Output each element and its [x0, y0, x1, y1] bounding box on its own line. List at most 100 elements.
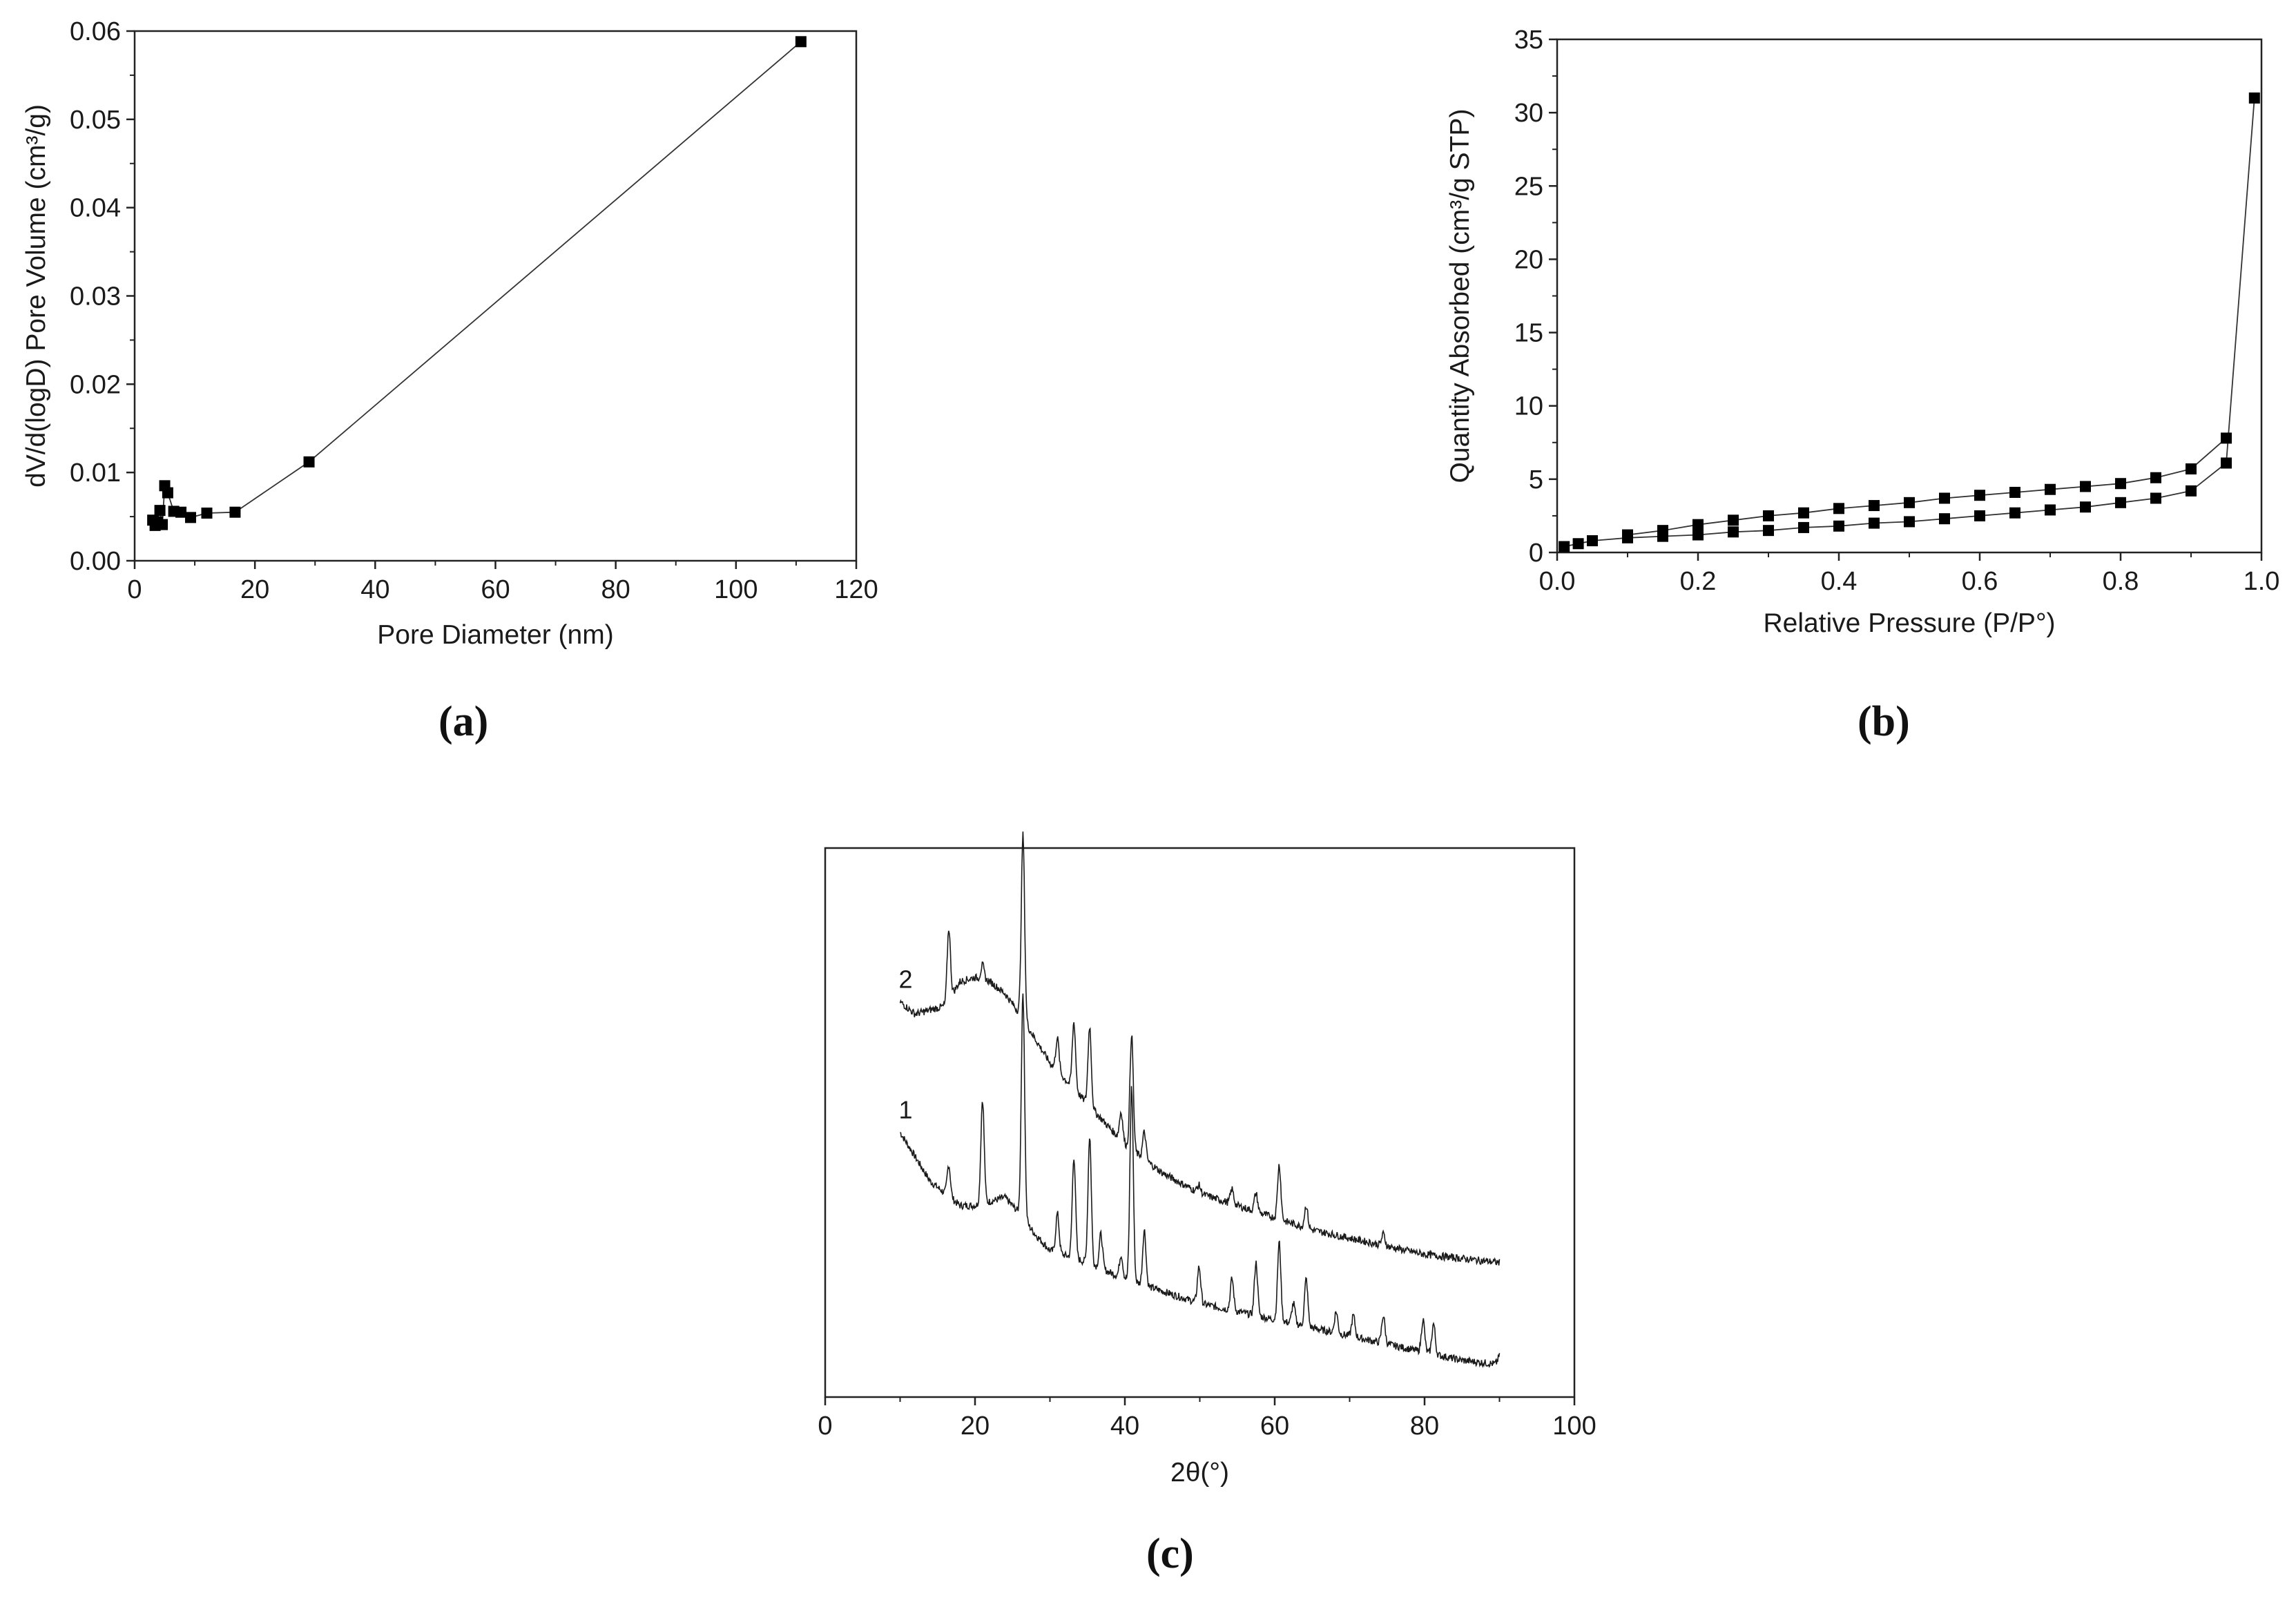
x-tick-label-a: 40 — [360, 575, 389, 604]
data-point-b-1 — [2186, 485, 2197, 497]
chart-a-svg: 0 20 40 60 80 100 120 0.00 0.01 0.02 0.03 0.04 0.05 0… — [21, 17, 878, 650]
data-point-b-2 — [2045, 483, 2056, 495]
data-point-b-2 — [1798, 507, 1809, 519]
plot-frame-c — [824, 847, 1576, 1398]
data-point-b-1 — [1728, 526, 1739, 538]
chart-b-svg: 0.0 0.2 0.4 0.6 0.8 1.0 0 5 10 15 20 25 30 35 Relative… — [1445, 26, 2280, 638]
x-tick-label-c: 100 — [1552, 1412, 1596, 1441]
x-tick-label-b: 0.0 — [1539, 567, 1576, 596]
y-axis-label-a: dV/d(logD) Pore Volume (cm³/g) — [21, 104, 51, 488]
caption-c: (c) — [1146, 1530, 1194, 1577]
data-point-b-1 — [2150, 492, 2161, 504]
y-tick-label-a: 0.00 — [70, 547, 121, 576]
data-point-b-2 — [2186, 463, 2197, 474]
y-tick-label-b: 20 — [1514, 245, 1543, 274]
y-tick-label-b: 10 — [1514, 392, 1543, 421]
data-point-b-1 — [2221, 457, 2232, 469]
x-tick-label-b: 0.4 — [1821, 567, 1858, 596]
data-point-b-1 — [1763, 525, 1774, 537]
x-tick-label-a: 80 — [601, 575, 630, 604]
y-tick-label-b: 5 — [1529, 465, 1543, 494]
data-point-b-2 — [2009, 486, 2020, 498]
x-axis-label-c: 2θ(°) — [1170, 1458, 1229, 1488]
data-point-b-2 — [1939, 492, 1950, 504]
x-tick-label-a: 0 — [127, 575, 142, 604]
y-tick-label-a: 0.01 — [70, 459, 121, 488]
x-tick-label-a: 100 — [714, 575, 758, 604]
y-tick-label-b: 15 — [1514, 319, 1543, 348]
data-point-b-1 — [2045, 504, 2056, 516]
chart-panel-b: 0.0 0.2 0.4 0.6 0.8 1.0 0 5 10 15 20 25 30 35 Relative… — [1374, 0, 2296, 677]
y-tick-label-b: 0 — [1529, 539, 1543, 568]
x-tick-label-c: 60 — [1260, 1412, 1289, 1441]
data-point-a-1 — [154, 505, 166, 517]
data-point-a-1 — [175, 506, 187, 518]
data-point-a-1 — [303, 456, 315, 468]
data-point-b-2 — [2080, 481, 2091, 492]
data-point-a-1 — [157, 519, 168, 530]
x-tick-label-b: 0.6 — [1962, 567, 1998, 596]
series-line-b-1 — [1564, 97, 2255, 548]
y-tick-label-b: 35 — [1514, 26, 1543, 55]
xrd-pattern-2 — [899, 831, 1501, 1266]
data-point-b-2 — [1657, 525, 1668, 537]
data-point-b-2 — [1728, 514, 1739, 526]
x-tick-label-a: 20 — [240, 575, 269, 604]
data-point-b-1 — [1587, 535, 1598, 547]
data-point-b-1 — [1974, 510, 1985, 521]
data-point-a-1 — [162, 487, 173, 499]
chart-panel-a: 0 20 40 60 80 100 120 0.00 0.01 0.02 0.03 0.04 0.05 0… — [0, 0, 1001, 684]
data-point-b-2 — [2115, 478, 2126, 490]
data-point-b-2 — [1692, 519, 1704, 530]
y-tick-label-a: 0.04 — [70, 194, 121, 223]
data-point-b-1 — [1869, 517, 1880, 529]
y-tick-label-b: 25 — [1514, 172, 1543, 201]
y-tick-label-a: 0.02 — [70, 370, 121, 399]
data-point-b-2 — [1833, 503, 1844, 514]
data-point-b-1 — [2248, 92, 2260, 104]
data-point-b-2 — [1622, 529, 1633, 541]
x-tick-label-b: 1.0 — [2244, 567, 2280, 596]
x-tick-label-c: 0 — [818, 1412, 832, 1441]
data-point-b-1 — [1559, 541, 1570, 552]
series-label-2: 2 — [899, 965, 913, 994]
x-tick-label-a: 60 — [481, 575, 510, 604]
xrd-pattern-1 — [900, 993, 1501, 1369]
data-point-b-1 — [1904, 516, 1915, 528]
data-point-b-1 — [2080, 501, 2091, 513]
data-point-b-2 — [1904, 497, 1915, 508]
data-point-b-1 — [1833, 520, 1844, 532]
data-point-b-1 — [2115, 497, 2126, 508]
data-point-a-1 — [201, 507, 213, 519]
data-point-b-1 — [1572, 538, 1584, 550]
x-tick-label-b: 0.8 — [2103, 567, 2139, 596]
plot-frame-a — [133, 30, 858, 562]
data-point-b-2 — [1869, 500, 1880, 512]
x-axis-label-a: Pore Diameter (nm) — [377, 620, 613, 650]
y-axis-label-b: Quantity Absorbed (cm³/g STP) — [1445, 109, 1475, 483]
data-point-b-2 — [1974, 490, 1985, 501]
y-tick-label-a: 0.05 — [70, 106, 121, 135]
data-point-b-1 — [1798, 521, 1809, 533]
data-point-b-2 — [2221, 432, 2232, 444]
data-point-b-1 — [1939, 513, 1950, 525]
caption-b: (b) — [1858, 698, 1910, 745]
series-line-a-1 — [152, 41, 802, 527]
data-point-b-2 — [1763, 510, 1774, 521]
chart-panel-c: 0 20 40 60 80 100 2θ(°) 1 2 — [621, 808, 1643, 1595]
y-tick-label-a: 0.06 — [70, 17, 121, 46]
series-line-b-2 — [1627, 437, 2227, 536]
x-tick-label-b: 0.2 — [1680, 567, 1717, 596]
series-label-1: 1 — [899, 1096, 913, 1124]
data-point-a-1 — [795, 36, 807, 48]
x-tick-label-c: 40 — [1110, 1412, 1139, 1441]
y-tick-label-b: 30 — [1514, 99, 1543, 128]
data-point-b-2 — [2150, 472, 2161, 483]
x-tick-label-c: 80 — [1410, 1412, 1439, 1441]
x-tick-label-c: 20 — [961, 1412, 990, 1441]
data-point-b-1 — [2009, 507, 2020, 519]
data-point-a-1 — [184, 512, 196, 523]
caption-a: (a) — [438, 698, 489, 745]
x-tick-label-a: 120 — [834, 575, 878, 604]
data-point-b-1 — [1692, 529, 1704, 541]
